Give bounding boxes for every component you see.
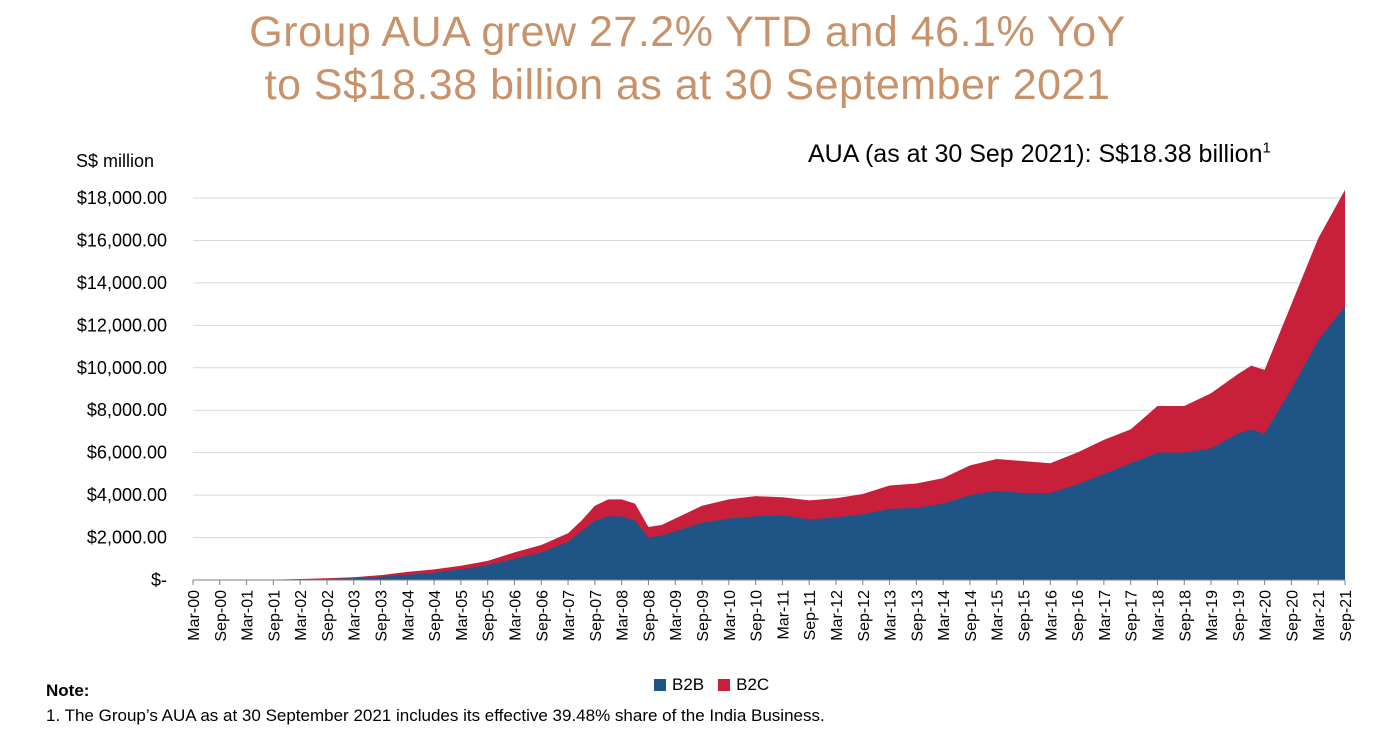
- chart-title-line-2: to S$18.38 billion as at 30 September 20…: [264, 61, 1111, 109]
- x-tick-label: Mar-05: [454, 590, 471, 641]
- legend-item-b2c: B2C: [718, 675, 769, 695]
- x-tick-label: Sep-10: [749, 590, 766, 642]
- y-tick-label: $6,000.00: [87, 443, 167, 463]
- x-tick-label: Mar-12: [829, 590, 846, 641]
- note-heading: Note:: [46, 681, 90, 700]
- legend-label-b2c: B2C: [736, 675, 770, 694]
- x-tick-label: Sep-00: [213, 590, 230, 642]
- y-tick-label: $2,000.00: [87, 528, 167, 548]
- aua-annotation: AUA (as at 30 Sep 2021): S$18.38 billion…: [808, 140, 1271, 169]
- chart-title: Group AUA grew 27.2% YTD and 46.1% YoY t…: [0, 6, 1375, 112]
- x-tick-label: Mar-04: [400, 590, 417, 641]
- x-tick-label: Sep-01: [266, 590, 283, 642]
- x-tick-label: Mar-08: [615, 590, 632, 641]
- legend-swatch-b2b: [654, 679, 666, 691]
- x-tick-label: Mar-01: [240, 590, 257, 641]
- x-tick-label: Sep-09: [695, 590, 712, 642]
- x-tick-label: Mar-16: [1043, 590, 1060, 641]
- x-tick-label: Mar-03: [347, 590, 364, 641]
- chart-legend: B2B B2C: [654, 675, 777, 695]
- area-b2b: [193, 306, 1345, 580]
- x-tick-label: Sep-19: [1231, 590, 1248, 642]
- x-tick-label: Mar-13: [883, 590, 900, 641]
- x-tick-label: Sep-14: [963, 590, 980, 642]
- x-tick-label: Sep-17: [1124, 590, 1141, 642]
- note-item: 1. The Group’s AUA as at 30 September 20…: [46, 706, 825, 725]
- x-tick-label: Mar-10: [722, 590, 739, 641]
- x-tick-label: Mar-02: [293, 590, 310, 641]
- x-tick-label: Mar-15: [990, 590, 1007, 641]
- x-tick-label: Mar-21: [1311, 590, 1328, 641]
- y-tick-label: $16,000.00: [77, 230, 167, 250]
- x-tick-label: Sep-03: [374, 590, 391, 642]
- x-tick-label: Sep-13: [909, 590, 926, 642]
- x-tick-label: Mar-14: [936, 590, 953, 641]
- y-tick-label: $8,000.00: [87, 400, 167, 420]
- x-tick-label: Sep-20: [1284, 590, 1301, 642]
- x-tick-label: Sep-16: [1070, 590, 1087, 642]
- y-axis-label: S$ million: [76, 151, 155, 171]
- legend-item-b2b: B2B: [654, 675, 704, 695]
- x-tick-label: Sep-21: [1338, 590, 1355, 642]
- x-tick-label: Sep-11: [802, 590, 819, 641]
- x-tick-label: Sep-18: [1177, 590, 1194, 642]
- aua-annotation-text: AUA (as at 30 Sep 2021): S$18.38 billion: [808, 140, 1263, 168]
- x-tick-label: Sep-05: [481, 590, 498, 642]
- y-tick-label: $4,000.00: [87, 485, 167, 505]
- x-tick-label: Mar-07: [561, 590, 578, 641]
- x-tick-label: Mar-19: [1204, 590, 1221, 641]
- legend-swatch-b2c: [718, 679, 731, 691]
- x-tick-label: Mar-09: [668, 590, 685, 641]
- axes: $- $2,000.00 $4,000.00 $6,000.00 $8,000.00 $1…: [77, 188, 1355, 642]
- x-tick-label: Sep-15: [1017, 590, 1034, 642]
- x-tick-label: Mar-17: [1097, 590, 1114, 641]
- y-tick-label: $10,000.00: [77, 358, 167, 378]
- x-tick-label: Sep-08: [641, 590, 658, 642]
- x-tick-label: Mar-00: [186, 590, 203, 641]
- area-b2c: [193, 189, 1345, 581]
- x-tick-label: Sep-06: [534, 590, 551, 642]
- x-tick-label: Sep-04: [427, 590, 444, 642]
- x-tick-label: Sep-12: [856, 590, 873, 642]
- x-tick-label: Sep-02: [320, 590, 337, 642]
- area-series: [193, 189, 1345, 581]
- x-tick-label: Sep-07: [588, 590, 605, 642]
- y-tick-label: $12,000.00: [77, 315, 167, 335]
- chart-title-line-1: Group AUA grew 27.2% YTD and 46.1% YoY: [249, 8, 1126, 56]
- footnote-marker: 1: [1262, 139, 1271, 157]
- legend-label-b2b: B2B: [672, 675, 705, 694]
- x-tick-label: Mar-20: [1258, 590, 1275, 641]
- x-tick-label: Mar-18: [1150, 590, 1167, 641]
- y-tick-label: $18,000.00: [77, 188, 167, 208]
- y-tick-label: $14,000.00: [77, 273, 167, 293]
- y-tick-label: $-: [151, 570, 167, 590]
- x-tick-label: Mar-11: [775, 590, 792, 640]
- x-tick-label: Mar-06: [507, 590, 524, 641]
